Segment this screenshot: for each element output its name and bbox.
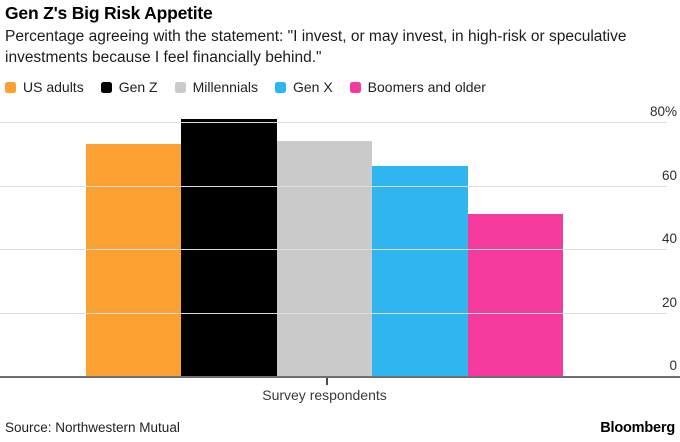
legend-item-boomers-and-older: Boomers and older <box>349 79 486 95</box>
bar-group <box>86 118 563 376</box>
gridline-60 <box>0 185 667 187</box>
legend-label: US adults <box>23 79 84 95</box>
bar-gen-x <box>372 166 468 376</box>
legend: US adults Gen Z Millennials Gen X Boomers an… <box>5 79 486 95</box>
x-axis-label: Survey respondents <box>262 387 387 403</box>
chart-subtitle: Percentage agreeing with the statement: … <box>5 28 627 66</box>
legend-swatch-millennials <box>174 81 186 93</box>
legend-swatch-gen-x <box>274 81 286 93</box>
source-label: Source: Northwestern Mutual <box>5 420 180 435</box>
bar-boomers-and-older <box>467 214 563 376</box>
y-tick-label-0: 0 <box>669 358 677 373</box>
legend-label: Gen Z <box>118 79 158 95</box>
gridline-40 <box>0 249 667 250</box>
bar-gen-z <box>181 118 277 376</box>
legend-swatch-us-adults <box>5 81 16 93</box>
legend-swatch-boomers-and-older <box>349 81 361 93</box>
legend-label: Boomers and older <box>367 79 486 95</box>
legend-swatch-gen-z <box>100 81 112 93</box>
bloomberg-logo: Bloomberg <box>600 420 675 436</box>
y-tick-label-40: 40 <box>661 231 677 246</box>
legend-item-gen-x: Gen X <box>274 79 333 95</box>
x-axis-line <box>0 376 680 378</box>
bar-us-adults <box>86 144 182 376</box>
y-tick-label-80: 80% <box>649 104 677 119</box>
gridline-20 <box>0 312 667 314</box>
legend-label: Millennials <box>192 79 258 95</box>
y-tick-label-60: 60 <box>661 167 677 183</box>
legend-item-us-adults: US adults <box>5 79 84 95</box>
x-axis-tick <box>326 378 328 385</box>
y-tick-label-20: 20 <box>661 294 677 310</box>
legend-item-gen-z: Gen Z <box>100 79 158 95</box>
chart-title: Gen Z's Big Risk Appetite <box>5 3 213 23</box>
legend-label: Gen X <box>292 79 333 95</box>
legend-item-millennials: Millennials <box>174 79 258 95</box>
bar-chart: Survey respondents 80% 60 40 20 0 <box>0 105 680 403</box>
footer: Source: Northwestern Mutual Bloomberg <box>5 420 675 436</box>
gridline-80 <box>0 122 667 123</box>
bar-millennials <box>276 141 373 376</box>
